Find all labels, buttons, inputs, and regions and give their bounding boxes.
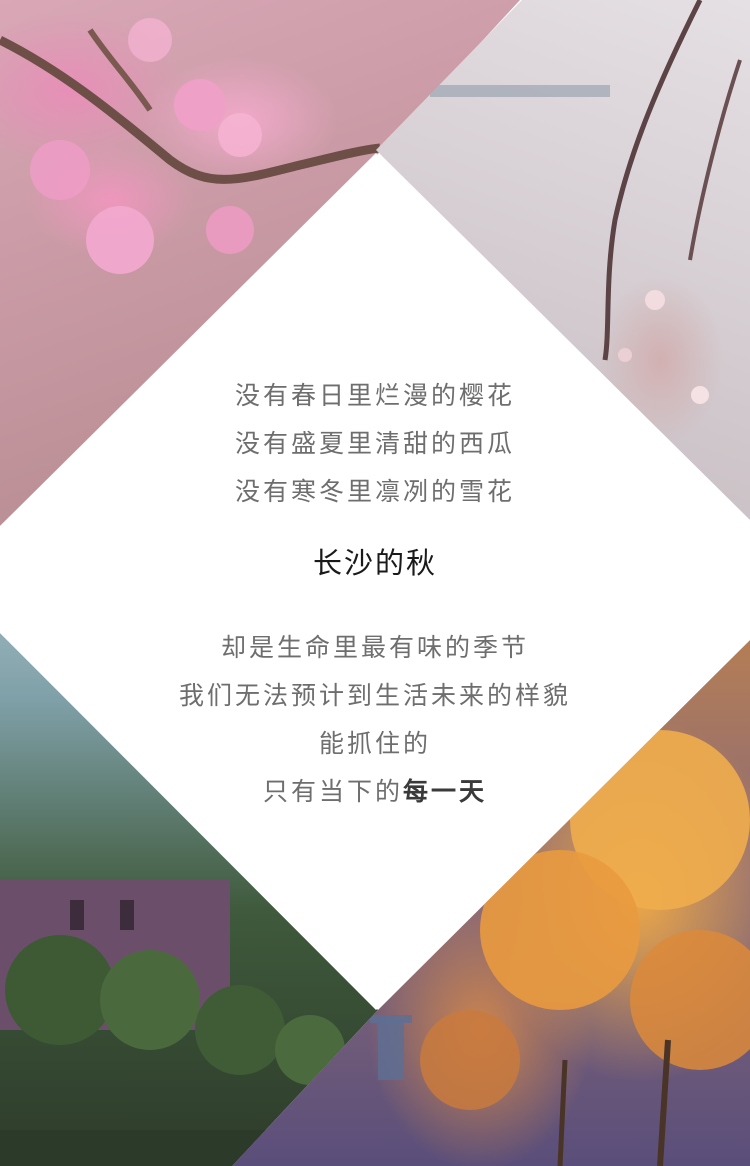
poem-heading: 长沙的秋 <box>312 546 437 580</box>
verse-line-7: 只有当下的每一天 <box>0 768 750 816</box>
verse-line-5: 我们无法预计到生活未来的样貌 <box>178 681 571 710</box>
verse-line-3: 没有寒冬里凛冽的雪花 <box>234 477 515 506</box>
last-line-emphasis: 每一天 <box>403 777 488 806</box>
last-line-lead: 只有当下的 <box>262 777 403 806</box>
verse-bottom: 却是生命里最有味的季节 我们无法预计到生活未来的样貌 能抓住的 只有当下的每一天 <box>0 624 750 816</box>
verse-line-1: 没有春日里烂漫的樱花 <box>234 381 515 410</box>
verse-line-2: 没有盛夏里清甜的西瓜 <box>234 429 515 458</box>
verse-line-6: 能抓住的 <box>318 729 431 758</box>
heading-block: 长沙的秋 <box>0 543 750 583</box>
verse-top: 没有春日里烂漫的樱花 没有盛夏里清甜的西瓜 没有寒冬里凛冽的雪花 <box>0 372 750 516</box>
verse-line-4: 却是生命里最有味的季节 <box>220 633 529 662</box>
